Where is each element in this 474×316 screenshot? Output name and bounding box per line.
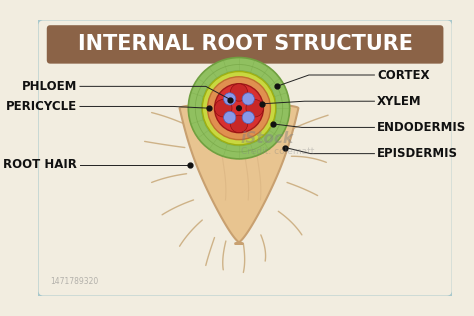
Circle shape: [242, 111, 255, 124]
Circle shape: [246, 100, 264, 117]
Polygon shape: [180, 103, 299, 244]
FancyBboxPatch shape: [47, 25, 443, 64]
Text: INTERNAL ROOT STRUCTURE: INTERNAL ROOT STRUCTURE: [78, 34, 412, 54]
Text: CORTEX: CORTEX: [377, 69, 429, 82]
Text: PERICYCLE: PERICYCLE: [6, 100, 77, 113]
Circle shape: [188, 58, 290, 159]
Circle shape: [236, 105, 242, 111]
Circle shape: [215, 84, 264, 133]
Text: PHLOEM: PHLOEM: [22, 80, 77, 93]
Circle shape: [230, 115, 248, 133]
Circle shape: [208, 77, 271, 140]
Text: iStock: iStock: [241, 131, 294, 146]
Text: Credit: colematt: Credit: colematt: [241, 147, 314, 156]
Text: EPISDERMIS: EPISDERMIS: [377, 147, 458, 160]
FancyBboxPatch shape: [37, 19, 453, 297]
Circle shape: [242, 93, 255, 105]
Text: 1471789320: 1471789320: [50, 277, 99, 286]
Circle shape: [224, 111, 236, 124]
Circle shape: [230, 84, 248, 101]
Circle shape: [202, 71, 276, 145]
Circle shape: [224, 93, 236, 105]
Text: ENDODERMIS: ENDODERMIS: [377, 121, 466, 134]
Text: XYLEM: XYLEM: [377, 95, 422, 108]
Text: ROOT HAIR: ROOT HAIR: [3, 159, 77, 172]
Circle shape: [215, 100, 232, 117]
